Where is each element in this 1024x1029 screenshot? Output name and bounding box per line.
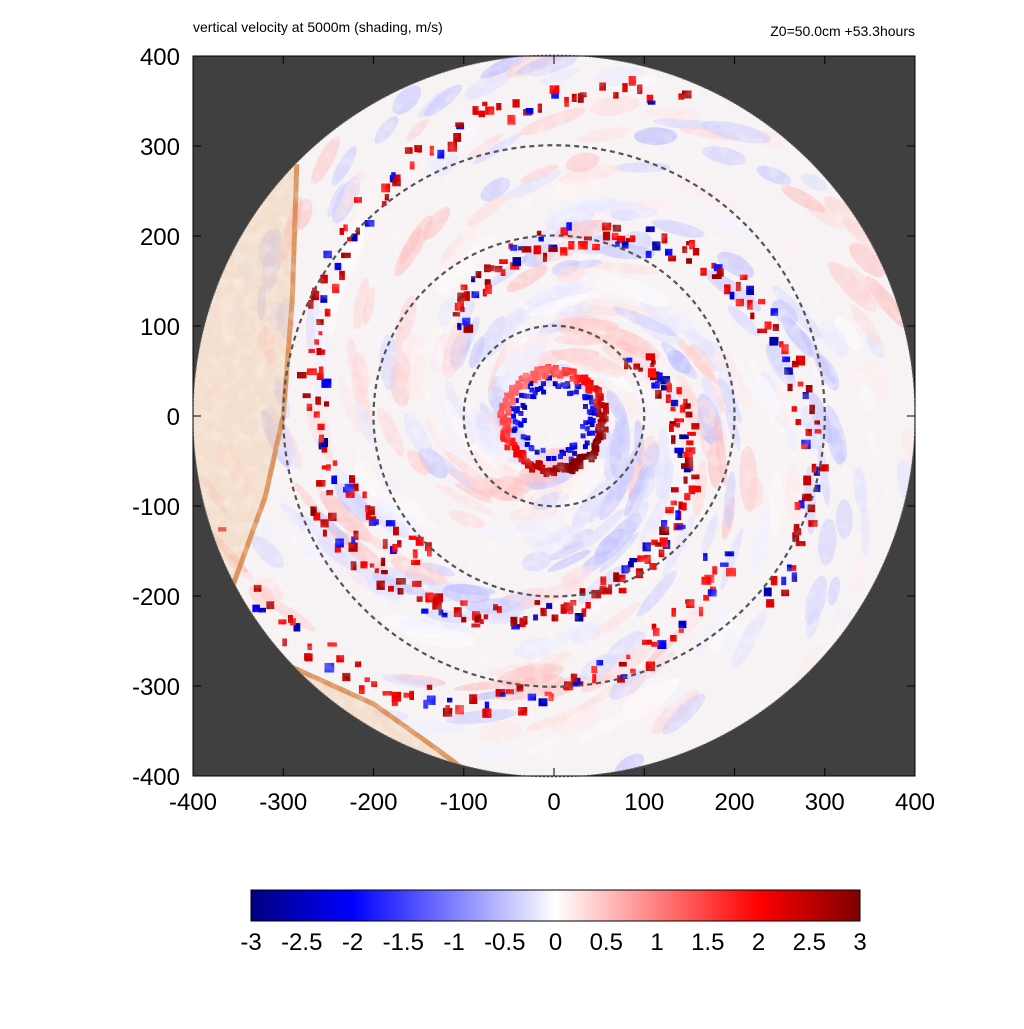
- range-ring-100: [462, 324, 646, 508]
- colorbar-tick-label: 3: [853, 929, 866, 956]
- y-tick-label: -400: [132, 764, 180, 791]
- x-tick-label: -400: [169, 789, 217, 816]
- y-tick-label: -300: [132, 674, 180, 701]
- y-tick-label: 100: [140, 314, 180, 341]
- y-tick-label: -100: [132, 494, 180, 521]
- colorbar-tick-label: 1.5: [691, 929, 724, 956]
- chart-title: vertical velocity at 5000m (shading, m/s…: [193, 19, 443, 35]
- y-axis-tick-labels: 400 300 200 100 0 -100 -200 -300 -400: [132, 44, 180, 791]
- x-tick-label: -200: [349, 789, 397, 816]
- colorbar-tick-label: 1: [650, 929, 663, 956]
- plot-area: [192, 54, 916, 778]
- colorbar-tick-labels: -3 -2.5 -2 -1.5 -1 -0.5 0 0.5 1 1.5 2 2.5 3: [240, 929, 866, 956]
- colorbar-tick-label: -0.5: [484, 929, 525, 956]
- axis-ticks: [192, 55, 916, 777]
- x-tick-label: -300: [259, 789, 307, 816]
- x-tick-label: 100: [624, 789, 664, 816]
- colorbar-tick-label: 0: [549, 929, 562, 956]
- y-tick-label: -200: [132, 584, 180, 611]
- x-tick-label: 200: [714, 789, 754, 816]
- x-tick-label: 0: [547, 789, 560, 816]
- chart-subtitle: Z0=50.0cm +53.3hours: [770, 23, 915, 39]
- colorbar-gradient: [250, 889, 861, 922]
- y-tick-label: 300: [140, 134, 180, 161]
- range-ring-200: [372, 234, 736, 598]
- colorbar-tick-label: 2.5: [793, 929, 826, 956]
- colorbar: -3 -2.5 -2 -1.5 -1 -0.5 0 0.5 1 1.5 2 2.5 3: [240, 889, 867, 956]
- range-ring-300: [282, 144, 826, 688]
- x-tick-label: -100: [440, 789, 488, 816]
- colorbar-tick-label: -1: [443, 929, 464, 956]
- x-tick-label: 400: [895, 789, 935, 816]
- colorbar-tick-label: 2: [752, 929, 765, 956]
- field-texture: [193, 56, 915, 776]
- x-axis-tick-labels: -400 -300 -200 -100 0 100 200 300 400: [169, 789, 935, 816]
- velocity-field: [193, 55, 915, 777]
- colorbar-tick-label: -3: [240, 929, 261, 956]
- y-tick-label: 0: [167, 404, 180, 431]
- y-tick-label: 200: [140, 224, 180, 251]
- colorbar-tick-label: -1.5: [383, 929, 424, 956]
- colorbar-tick-label: -2: [342, 929, 363, 956]
- colorbar-tick-label: -2.5: [281, 929, 322, 956]
- x-tick-label: 300: [805, 789, 845, 816]
- y-tick-label: 400: [140, 44, 180, 71]
- colorbar-tick-label: 0.5: [590, 929, 623, 956]
